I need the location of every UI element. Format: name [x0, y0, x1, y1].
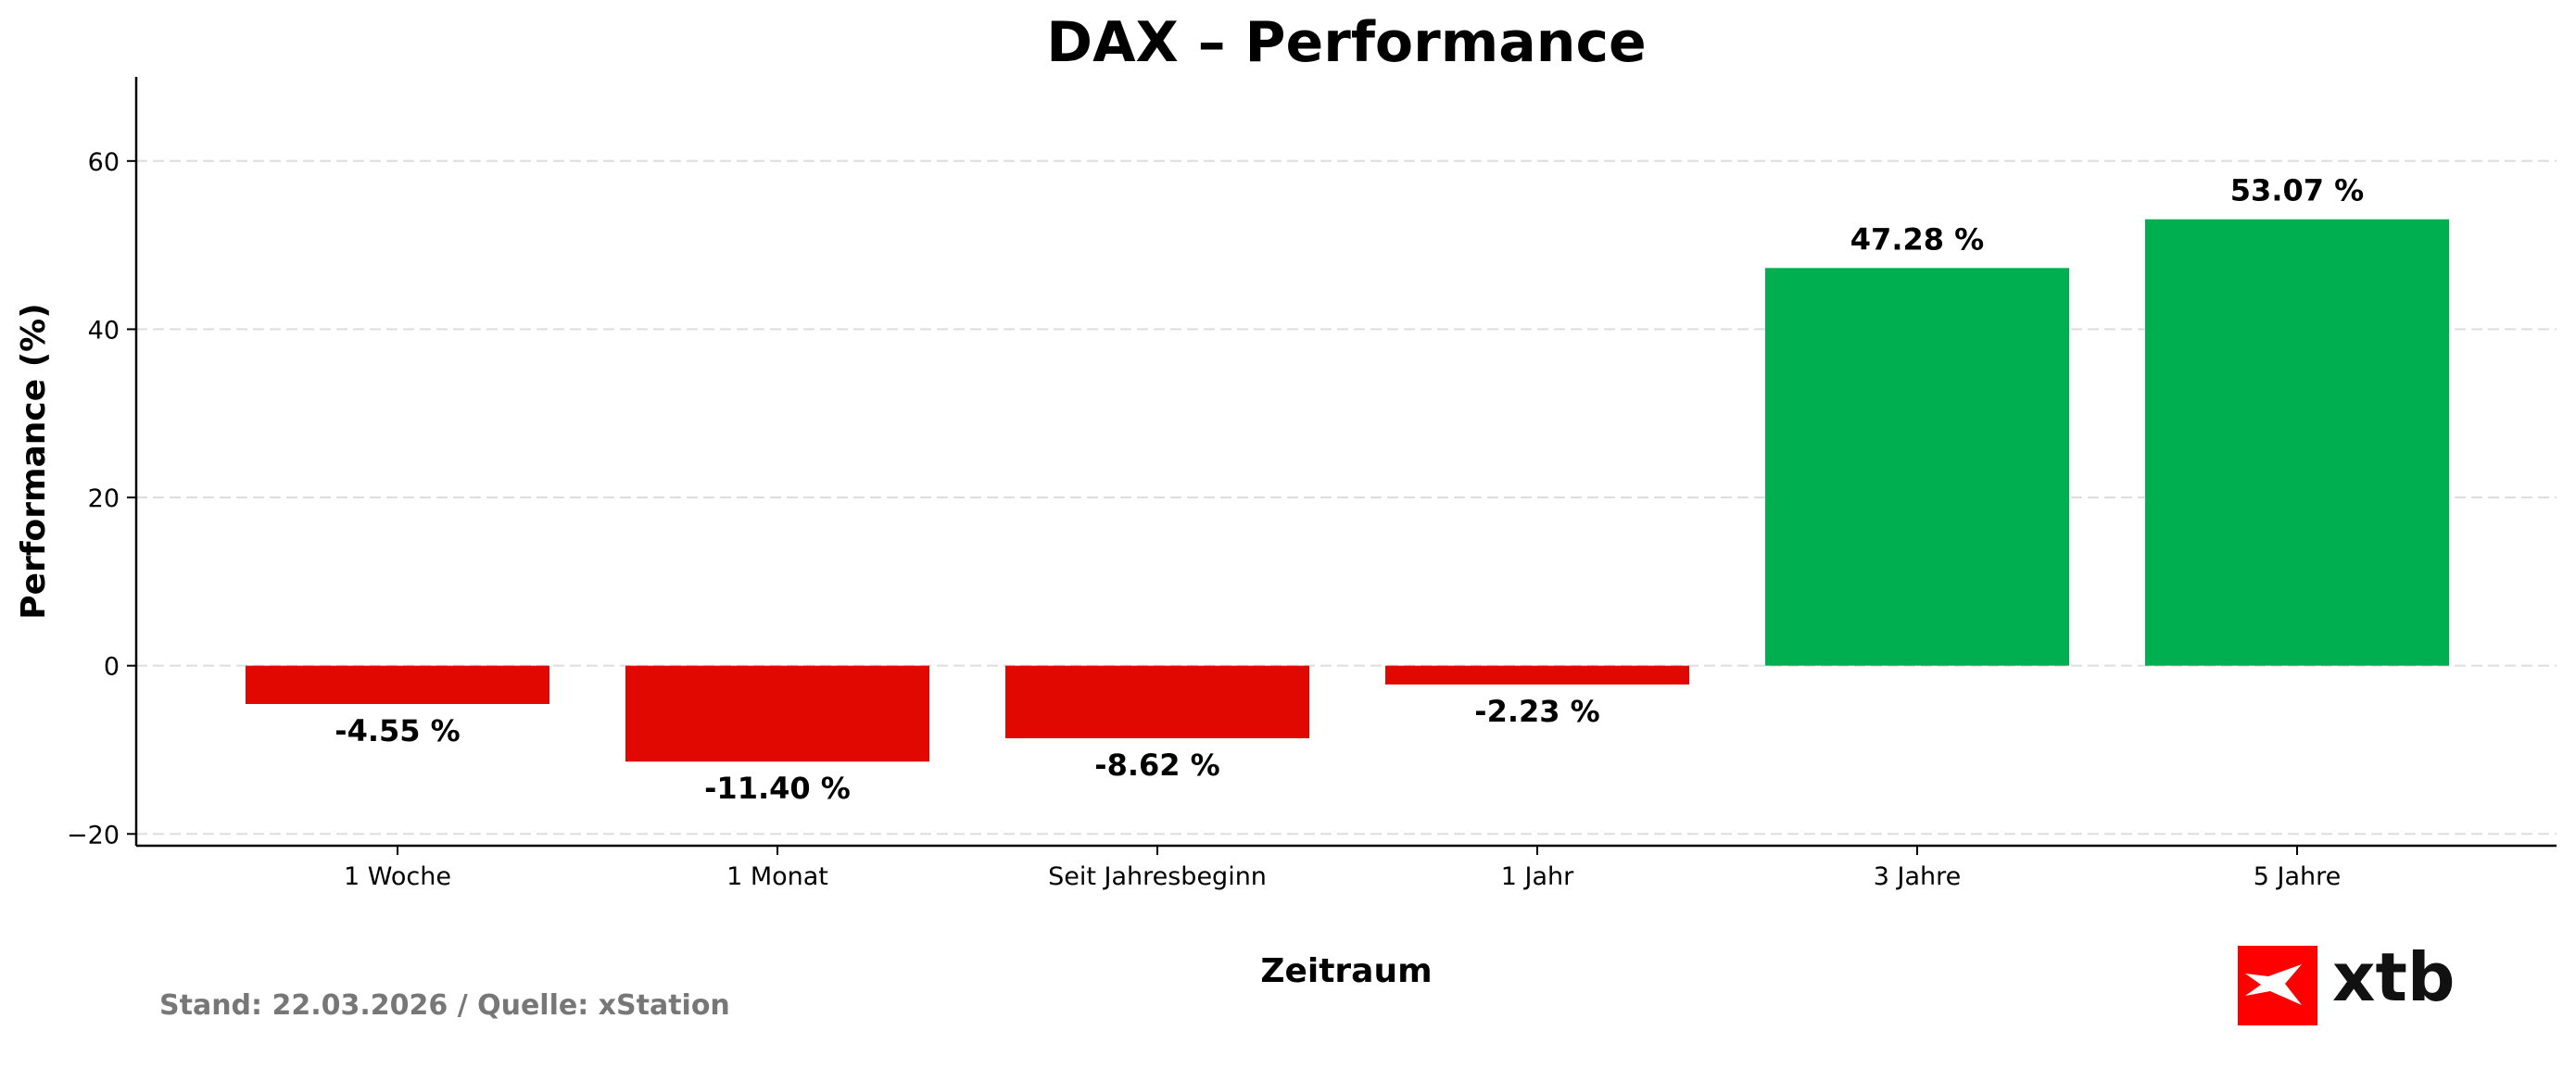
chart-title: DAX – Performance	[1046, 10, 1646, 75]
x-tick-label: 1 Jahr	[1501, 862, 1574, 891]
bar-1-monat	[625, 665, 929, 762]
x-tick-label: Seit Jahresbeginn	[1048, 862, 1267, 891]
data-label: 47.28 %	[1850, 221, 1984, 257]
data-label: -2.23 %	[1474, 694, 1599, 729]
x-tick-label: 1 Monat	[726, 862, 828, 891]
data-label: -4.55 %	[335, 713, 460, 748]
bar-seit-jahresbeginn	[1005, 665, 1309, 738]
y-tick-label: 0	[104, 653, 120, 682]
data-label: 53.07 %	[2230, 173, 2364, 208]
x-tick-label: 1 Woche	[344, 862, 451, 891]
logo-text: xtb	[2332, 938, 2455, 1016]
data-label: -11.40 %	[704, 771, 851, 806]
x-axis-label: Zeitraum	[1260, 952, 1432, 990]
xtb-logo: xtb	[2238, 938, 2455, 1025]
y-axis-label: Performance (%)	[15, 303, 53, 619]
bar-1-woche	[246, 665, 549, 704]
data-label: -8.62 %	[1094, 748, 1219, 783]
bar-3-jahre	[1765, 268, 2069, 666]
y-tick-label: −20	[67, 821, 120, 849]
y-tick-label: 60	[88, 148, 120, 177]
x-tick-label: 3 Jahre	[1874, 862, 1962, 891]
y-tick-label: 20	[88, 484, 120, 513]
y-tick-label: 40	[88, 316, 120, 345]
bar-1-jahr	[1385, 665, 1689, 685]
source-note: Stand: 22.03.2026 / Quelle: xStation	[159, 989, 730, 1022]
bar-5-jahre	[2145, 219, 2449, 666]
x-tick-label: 5 Jahre	[2254, 862, 2342, 891]
